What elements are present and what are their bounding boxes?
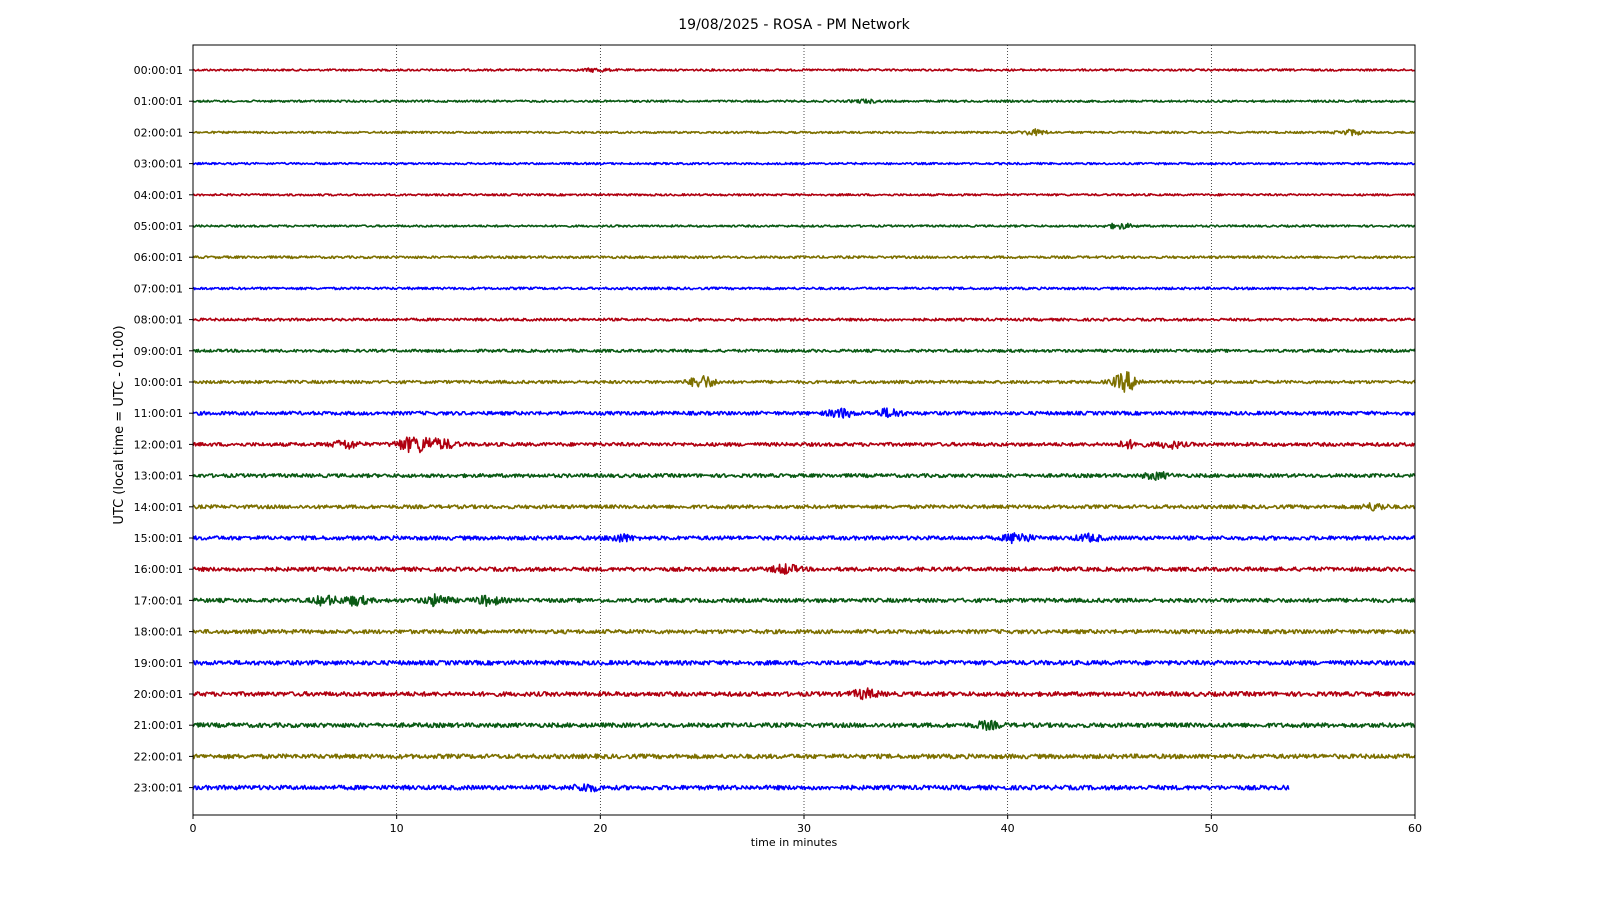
y-tick-label: 11:00:01 <box>134 407 183 420</box>
x-tick-label: 40 <box>1001 822 1015 835</box>
y-tick-label: 08:00:01 <box>134 314 183 327</box>
x-tick-label: 30 <box>797 822 811 835</box>
seismic-trace <box>192 255 1416 260</box>
y-tick-label: 00:00:01 <box>134 64 183 77</box>
seismic-trace <box>192 98 1416 105</box>
y-axis-label: UTC (local time = UTC - 01:00) <box>112 325 127 524</box>
seismic-trace <box>192 370 1416 393</box>
x-tick-labels: 0 10 20 30 40 50 60 <box>190 815 1422 835</box>
x-axis-label: time in minutes <box>751 836 838 849</box>
y-tick-label: 16:00:01 <box>134 563 183 576</box>
y-tick-label: 23:00:01 <box>134 782 183 795</box>
x-tick-label: 10 <box>390 822 404 835</box>
seismic-trace <box>192 532 1416 545</box>
y-tick-label: 04:00:01 <box>134 189 183 202</box>
y-tick-label: 07:00:01 <box>134 282 183 295</box>
seismic-trace <box>192 753 1416 760</box>
y-tick-label: 03:00:01 <box>134 158 183 171</box>
x-tick-label: 60 <box>1408 822 1422 835</box>
seismic-trace <box>192 317 1416 322</box>
plot-frame <box>192 44 1416 816</box>
seismic-trace <box>192 659 1416 666</box>
seismic-trace <box>192 193 1416 197</box>
seismic-trace <box>192 719 1416 732</box>
x-tick-label: 50 <box>1204 822 1218 835</box>
y-tick-label: 10:00:01 <box>134 376 183 389</box>
seismic-trace <box>192 348 1416 353</box>
y-tick-label: 15:00:01 <box>134 532 183 545</box>
seismic-trace <box>192 128 1416 137</box>
seismic-trace <box>192 286 1416 291</box>
seismic-trace <box>192 67 1416 73</box>
y-tick-label: 02:00:01 <box>134 126 183 139</box>
y-tick-labels: 00:00:01 01:00:01 02:00:01 03:00:01 04:00:01… <box>134 64 193 795</box>
seismic-trace <box>192 593 1416 608</box>
x-tick-label: 0 <box>190 822 197 835</box>
y-tick-label: 20:00:01 <box>134 688 183 701</box>
y-tick-label: 21:00:01 <box>134 719 183 732</box>
x-tick-label: 20 <box>593 822 607 835</box>
y-tick-label: 18:00:01 <box>134 626 183 639</box>
y-tick-label: 05:00:01 <box>134 220 183 233</box>
y-tick-label: 14:00:01 <box>134 501 183 514</box>
seismic-trace <box>192 563 1416 575</box>
seismic-trace <box>192 222 1416 230</box>
y-tick-label: 13:00:01 <box>134 470 183 483</box>
seismic-trace <box>192 407 1416 419</box>
seismic-trace <box>192 502 1416 512</box>
y-tick-label: 06:00:01 <box>134 251 183 264</box>
seismic-trace <box>192 471 1416 481</box>
seismic-trace <box>192 436 1416 454</box>
seismic-trace <box>192 628 1416 635</box>
y-tick-label: 09:00:01 <box>134 345 183 358</box>
y-tick-label: 01:00:01 <box>134 95 183 108</box>
seismic-trace <box>192 687 1416 701</box>
trace-group <box>192 67 1416 793</box>
chart-title: 19/08/2025 - ROSA - PM Network <box>678 17 910 33</box>
y-tick-label: 12:00:01 <box>134 438 183 451</box>
seismic-trace <box>192 161 1416 166</box>
y-tick-label: 22:00:01 <box>134 750 183 763</box>
y-tick-label: 17:00:01 <box>134 594 183 607</box>
grid-lines <box>396 45 1212 815</box>
seismic-trace <box>192 783 1290 793</box>
y-tick-label: 19:00:01 <box>134 657 183 670</box>
